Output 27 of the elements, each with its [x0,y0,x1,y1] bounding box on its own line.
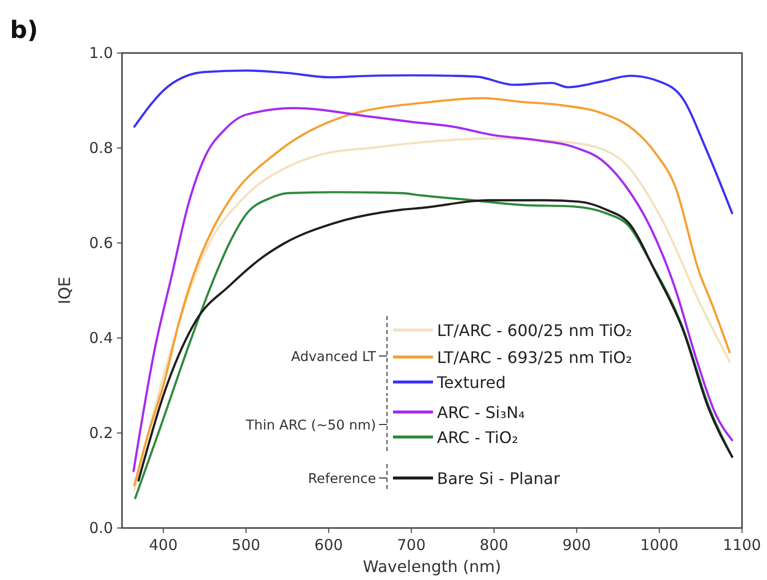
legend-label: ARC - TiO₂ [437,428,518,447]
line-series [133,69,734,214]
y-tick-label: 0.6 [89,234,113,252]
legend-label: Textured [436,373,506,392]
y-axis-title: IQE [55,276,74,304]
y-tick-label: 0.4 [89,329,113,347]
legend-label: Bare Si - Planar [437,469,560,488]
x-tick-label: 800 [480,536,508,554]
y-tick-label: 0.2 [89,424,113,442]
annotation: Reference [308,471,376,487]
y-tick-label: 0.8 [89,139,113,157]
annotation: Advanced LT [291,349,377,365]
x-tick-label: 900 [562,536,591,554]
x-tick-label: 1000 [640,536,678,554]
annotation: Thin ARC (~50 nm) [244,418,376,434]
y-tick-label: 1.0 [89,44,113,62]
x-tick-label: 500 [232,536,260,554]
x-tick-label: 700 [397,536,426,554]
x-tick-label: 400 [149,536,178,554]
x-tick-label: 600 [314,536,343,554]
legend-label: LT/ARC - 600/25 nm TiO₂ [437,321,632,340]
legend-label: LT/ARC - 693/25 nm TiO₂ [437,348,632,367]
x-tick-label: 1100 [722,536,762,554]
chart-title: b) [10,16,38,44]
x-axis-title: Wavelength (nm) [362,557,502,576]
y-tick-label: 0.0 [89,519,113,537]
legend-label: ARC - Si₃N₄ [437,403,525,422]
